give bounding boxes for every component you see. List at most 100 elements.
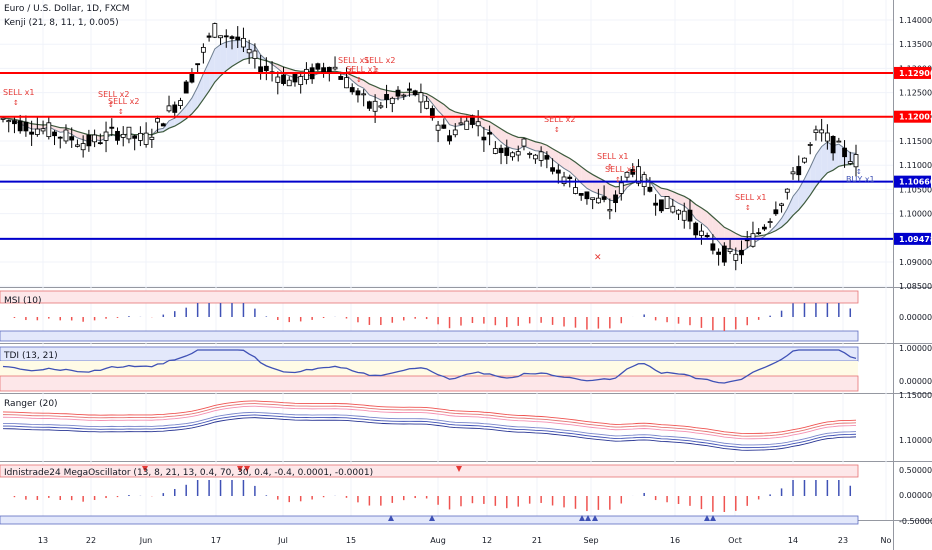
kenji-cloud xyxy=(564,155,570,172)
candle-body xyxy=(349,87,355,93)
kenji-cloud xyxy=(31,123,38,129)
time-axis-label: 15 xyxy=(346,536,356,545)
msi-panel-label[interactable]: MSI (10) xyxy=(4,296,42,306)
candle-body xyxy=(750,233,756,247)
candle-body xyxy=(252,50,258,59)
time-axis-label: Oct xyxy=(728,536,742,545)
candle-body xyxy=(132,135,138,139)
candle-body xyxy=(458,122,464,125)
candle-body xyxy=(813,129,819,133)
tdi-tick-label: 0.00000 xyxy=(899,377,932,386)
candle-body xyxy=(189,72,195,83)
mega-up-marker xyxy=(585,515,591,521)
mega-up-marker xyxy=(579,515,585,521)
kenji-cloud xyxy=(369,83,376,98)
candle-body xyxy=(241,37,246,48)
candle-body xyxy=(636,166,641,184)
candle-body xyxy=(693,222,699,236)
time-axis-label: 17 xyxy=(211,536,221,545)
level-label-box xyxy=(894,232,931,245)
mega-down-marker xyxy=(237,466,243,472)
signal-arrow: ↕ xyxy=(554,126,560,134)
candle-body xyxy=(681,210,687,221)
candle-body xyxy=(567,176,573,179)
mega-lower-band xyxy=(0,515,859,525)
candle-body xyxy=(824,132,830,142)
candle-body xyxy=(195,63,201,66)
candle-body xyxy=(418,92,424,103)
kenji-indicator-label[interactable]: Kenji (21, 8, 11, 1, 0.005) xyxy=(4,18,119,28)
candle-body xyxy=(109,126,115,129)
ranger-line xyxy=(2,405,857,440)
candle-body xyxy=(830,135,836,154)
candle-body xyxy=(223,35,229,38)
kenji-cloud xyxy=(489,121,496,137)
candle-body xyxy=(46,122,52,138)
candle-body xyxy=(464,120,470,130)
candle-body xyxy=(555,169,561,174)
ranger-line xyxy=(2,411,857,446)
kenji-cloud xyxy=(191,86,198,114)
candle-body xyxy=(578,193,584,196)
megaoscillator-panel-label[interactable]: Idnistrade24 MegaOscillator (13, 8, 21, … xyxy=(4,468,374,478)
candle-body xyxy=(836,140,842,143)
candle-body xyxy=(304,68,309,80)
mega-down-marker xyxy=(456,466,462,472)
price-tick-label: 1.08500 xyxy=(899,282,932,291)
msi-tick-label: 0.00000 xyxy=(899,313,932,322)
time-axis-label: 14 xyxy=(788,536,798,545)
candle-body xyxy=(412,90,418,96)
kenji-cloud xyxy=(695,204,702,224)
kenji-cloud xyxy=(569,158,576,178)
candle-body xyxy=(573,187,578,194)
ranger-panel-label[interactable]: Ranger (20) xyxy=(4,399,58,409)
candle-body xyxy=(155,118,160,123)
candle-body xyxy=(773,209,779,215)
candle-body xyxy=(206,35,212,38)
kenji-cloud xyxy=(787,196,794,223)
candle-body xyxy=(0,117,6,120)
signal-arrow: ↕ xyxy=(108,101,114,109)
msi-lower-band xyxy=(0,330,859,342)
candle-body xyxy=(510,152,515,158)
time-axis-label: 22 xyxy=(86,536,96,545)
candle-body xyxy=(29,131,35,135)
candle-body xyxy=(504,147,510,156)
kenji-cloud xyxy=(546,145,553,160)
candle-body xyxy=(670,205,676,213)
candle-body xyxy=(550,167,555,172)
candle-body xyxy=(315,63,321,70)
tdi-mid-band xyxy=(0,361,858,376)
tdi-upper-band xyxy=(0,346,859,362)
kenji-cloud xyxy=(689,199,696,219)
kenji-cloud xyxy=(478,116,484,129)
candle-body xyxy=(790,171,796,175)
candle-body xyxy=(166,105,172,112)
candle-body xyxy=(784,188,790,193)
candle-body xyxy=(69,136,75,141)
level-label: 1.12906 xyxy=(899,69,932,78)
tdi-lower-band xyxy=(0,375,859,392)
mega-down-marker xyxy=(142,466,148,472)
candle-body xyxy=(447,135,452,142)
candle-body xyxy=(641,174,647,187)
candle-body xyxy=(321,67,326,73)
candle-body xyxy=(767,221,773,223)
kenji-cloud xyxy=(37,124,44,129)
msi-upper-band xyxy=(0,290,859,304)
price-tick-label: 1.09000 xyxy=(899,258,932,267)
kenji-cloud xyxy=(781,208,788,228)
kenji-cloud xyxy=(712,216,719,242)
kenji-cloud xyxy=(661,188,668,197)
price-tick-label: 1.11500 xyxy=(899,137,932,146)
candle-body xyxy=(601,196,607,200)
ranger-line xyxy=(2,417,857,451)
mega-up-marker xyxy=(388,515,394,521)
candle-body xyxy=(429,108,435,119)
sell-signal-label: SELL x1 xyxy=(3,88,34,97)
candle-body xyxy=(235,36,241,41)
tdi-panel-label[interactable]: TDI (13, 21) xyxy=(4,351,58,361)
kenji-cloud xyxy=(684,196,690,211)
candle-body xyxy=(286,79,292,87)
